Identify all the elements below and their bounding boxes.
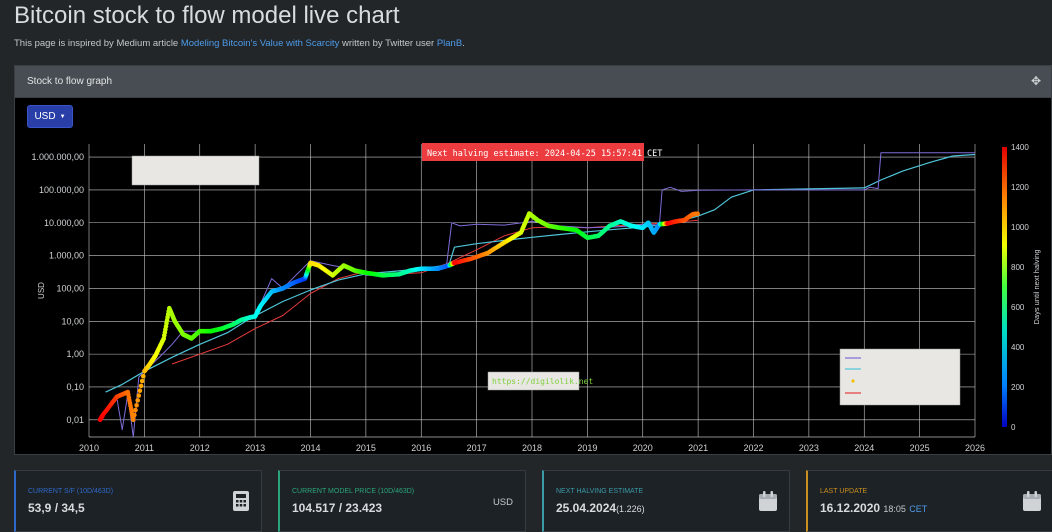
halving-price-point	[136, 393, 142, 398]
caret-down-icon: ▼	[59, 113, 66, 120]
halving-price-point	[132, 412, 137, 418]
card-value: 25.04.2024(1.226)	[556, 501, 645, 515]
panel-title: Stock to flow graph	[27, 76, 113, 87]
x-tick-label: 2026	[965, 443, 985, 453]
x-tick-label: 2021	[688, 443, 708, 453]
y-tick-label: 0,10	[66, 382, 84, 392]
halving-price-point	[134, 403, 139, 408]
y-tick-label: 100.000,00	[39, 185, 84, 195]
sf-model-line	[105, 153, 976, 393]
y-axis-label: USD	[37, 282, 46, 299]
watermark-text: https://digilolik.net	[492, 377, 593, 386]
x-tick-label: 2019	[577, 443, 597, 453]
card-label: NEXT HALVING ESTIMATE	[556, 488, 644, 495]
update-date: 16.12.2020	[820, 501, 881, 515]
y-tick-label: 0,01	[66, 415, 84, 425]
panel-header: Stock to flow graph ✥	[15, 66, 1051, 98]
x-tick-label: 2022	[743, 443, 763, 453]
colorbar-tick-label: 1400	[1011, 143, 1029, 152]
colorbar-tick-label: 800	[1011, 263, 1025, 272]
x-tick-label: 2011	[135, 443, 154, 453]
card-label: LAST UPDATE	[820, 488, 868, 495]
card-value: 53,9 / 34,5	[28, 501, 85, 515]
legend-swatch-halving-points	[851, 379, 855, 383]
chart-panel: Stock to flow graph ✥ USD ▼ 2010 2011 2012…	[14, 65, 1052, 455]
halving-banner	[422, 143, 644, 161]
halving-date: 25.04.2024	[556, 501, 617, 515]
halving-banner-text: Next halving estimate: 2024-04-25 15:57:…	[427, 149, 662, 159]
calendar-icon	[759, 491, 777, 511]
halving-price-point	[133, 407, 138, 413]
x-tick-label: 2017	[467, 443, 487, 453]
colorbar-tick-label: 200	[1011, 383, 1025, 392]
calculator-icon	[233, 491, 249, 511]
planb-link[interactable]: PlanB	[436, 38, 463, 49]
update-timezone: CET	[909, 504, 928, 514]
card-value: 104.517 / 23.423	[292, 501, 383, 515]
y-tick-label: 1.000.000,00	[31, 152, 84, 162]
x-tick-label: 2020	[633, 443, 653, 453]
y-tick-label: 100,00	[56, 283, 84, 293]
x-tick-label: 2024	[854, 443, 874, 453]
halving-price-point	[141, 373, 146, 379]
card-label: CURRENT S/F (10D/463D)	[28, 488, 114, 495]
x-tick-label: 2025	[910, 443, 930, 453]
card-unit: USD	[492, 497, 513, 508]
x-tick-label: 2016	[411, 443, 431, 453]
halving-price-point	[139, 378, 145, 384]
move-icon[interactable]: ✥	[1031, 74, 1042, 88]
halving-price-point	[135, 398, 140, 403]
colorbar-tick-label: 1000	[1011, 223, 1029, 232]
s2f-chart: 2010 2011 2012 2013 2014 2015 2016 2017 2018 2019…	[31, 143, 1041, 453]
x-tick-label: 2012	[190, 443, 210, 453]
y-tick-label: 1.000,00	[49, 251, 84, 261]
card-last-update: LAST UPDATE 16.12.2020 18:05 CET	[806, 470, 1052, 532]
colorbar	[1002, 147, 1007, 427]
calendar-icon	[1023, 491, 1041, 511]
medium-article-link[interactable]: Modeling Bitcoin's Value with Scarcity	[180, 38, 340, 49]
intro-prefix: This page is inspired by Medium article	[14, 38, 181, 49]
y-tick-label: 10,00	[61, 316, 84, 326]
colorbar-tick-label: 400	[1011, 343, 1025, 352]
colorbar-tick-label: 600	[1011, 303, 1025, 312]
x-tick-label: 2023	[799, 443, 819, 453]
colorbar-label: Days until next halving	[1032, 249, 1041, 324]
currency-label: USD	[34, 111, 56, 122]
card-current-sf: CURRENT S/F (10D/463D) 53,9 / 34,5	[14, 470, 262, 532]
page-title: Bitcoin stock to flow model live chart	[14, 2, 400, 29]
halving-days: (1.226)	[616, 504, 645, 514]
update-time: 18:05	[883, 504, 906, 514]
intro-suffix: .	[462, 38, 465, 49]
halving-price-point	[137, 388, 143, 394]
colorbar-tick-label: 0	[1011, 423, 1016, 432]
watermark-box	[487, 371, 580, 391]
card-value: 16.12.2020 18:05 CET	[820, 501, 927, 515]
card-next-halving: NEXT HALVING ESTIMATE 25.04.2024(1.226)	[542, 470, 790, 532]
card-model-price: CURRENT MODEL PRICE (10D/463D) 104.517 /…	[278, 470, 526, 532]
info-box	[131, 155, 260, 186]
x-tick-label: 2015	[356, 443, 376, 453]
colorbar-tick-label: 1200	[1011, 183, 1029, 192]
x-tick-label: 2014	[300, 443, 320, 453]
x-tick-label: 2013	[245, 443, 265, 453]
stock-to-flow-price-line	[171, 219, 699, 365]
halving-price-point	[131, 417, 136, 423]
intro-mid: written by Twitter user	[339, 38, 437, 49]
x-tick-label: 2018	[522, 443, 542, 453]
halving-price-point	[138, 383, 144, 389]
x-tick-label: 2010	[79, 443, 99, 453]
intro-text: This page is inspired by Medium article …	[14, 38, 465, 49]
card-label: CURRENT MODEL PRICE (10D/463D)	[292, 488, 415, 495]
halving-price-point	[695, 211, 700, 216]
currency-dropdown[interactable]: USD ▼	[27, 105, 73, 128]
y-tick-label: 10.000,00	[44, 218, 84, 228]
y-tick-label: 1,00	[66, 349, 84, 359]
